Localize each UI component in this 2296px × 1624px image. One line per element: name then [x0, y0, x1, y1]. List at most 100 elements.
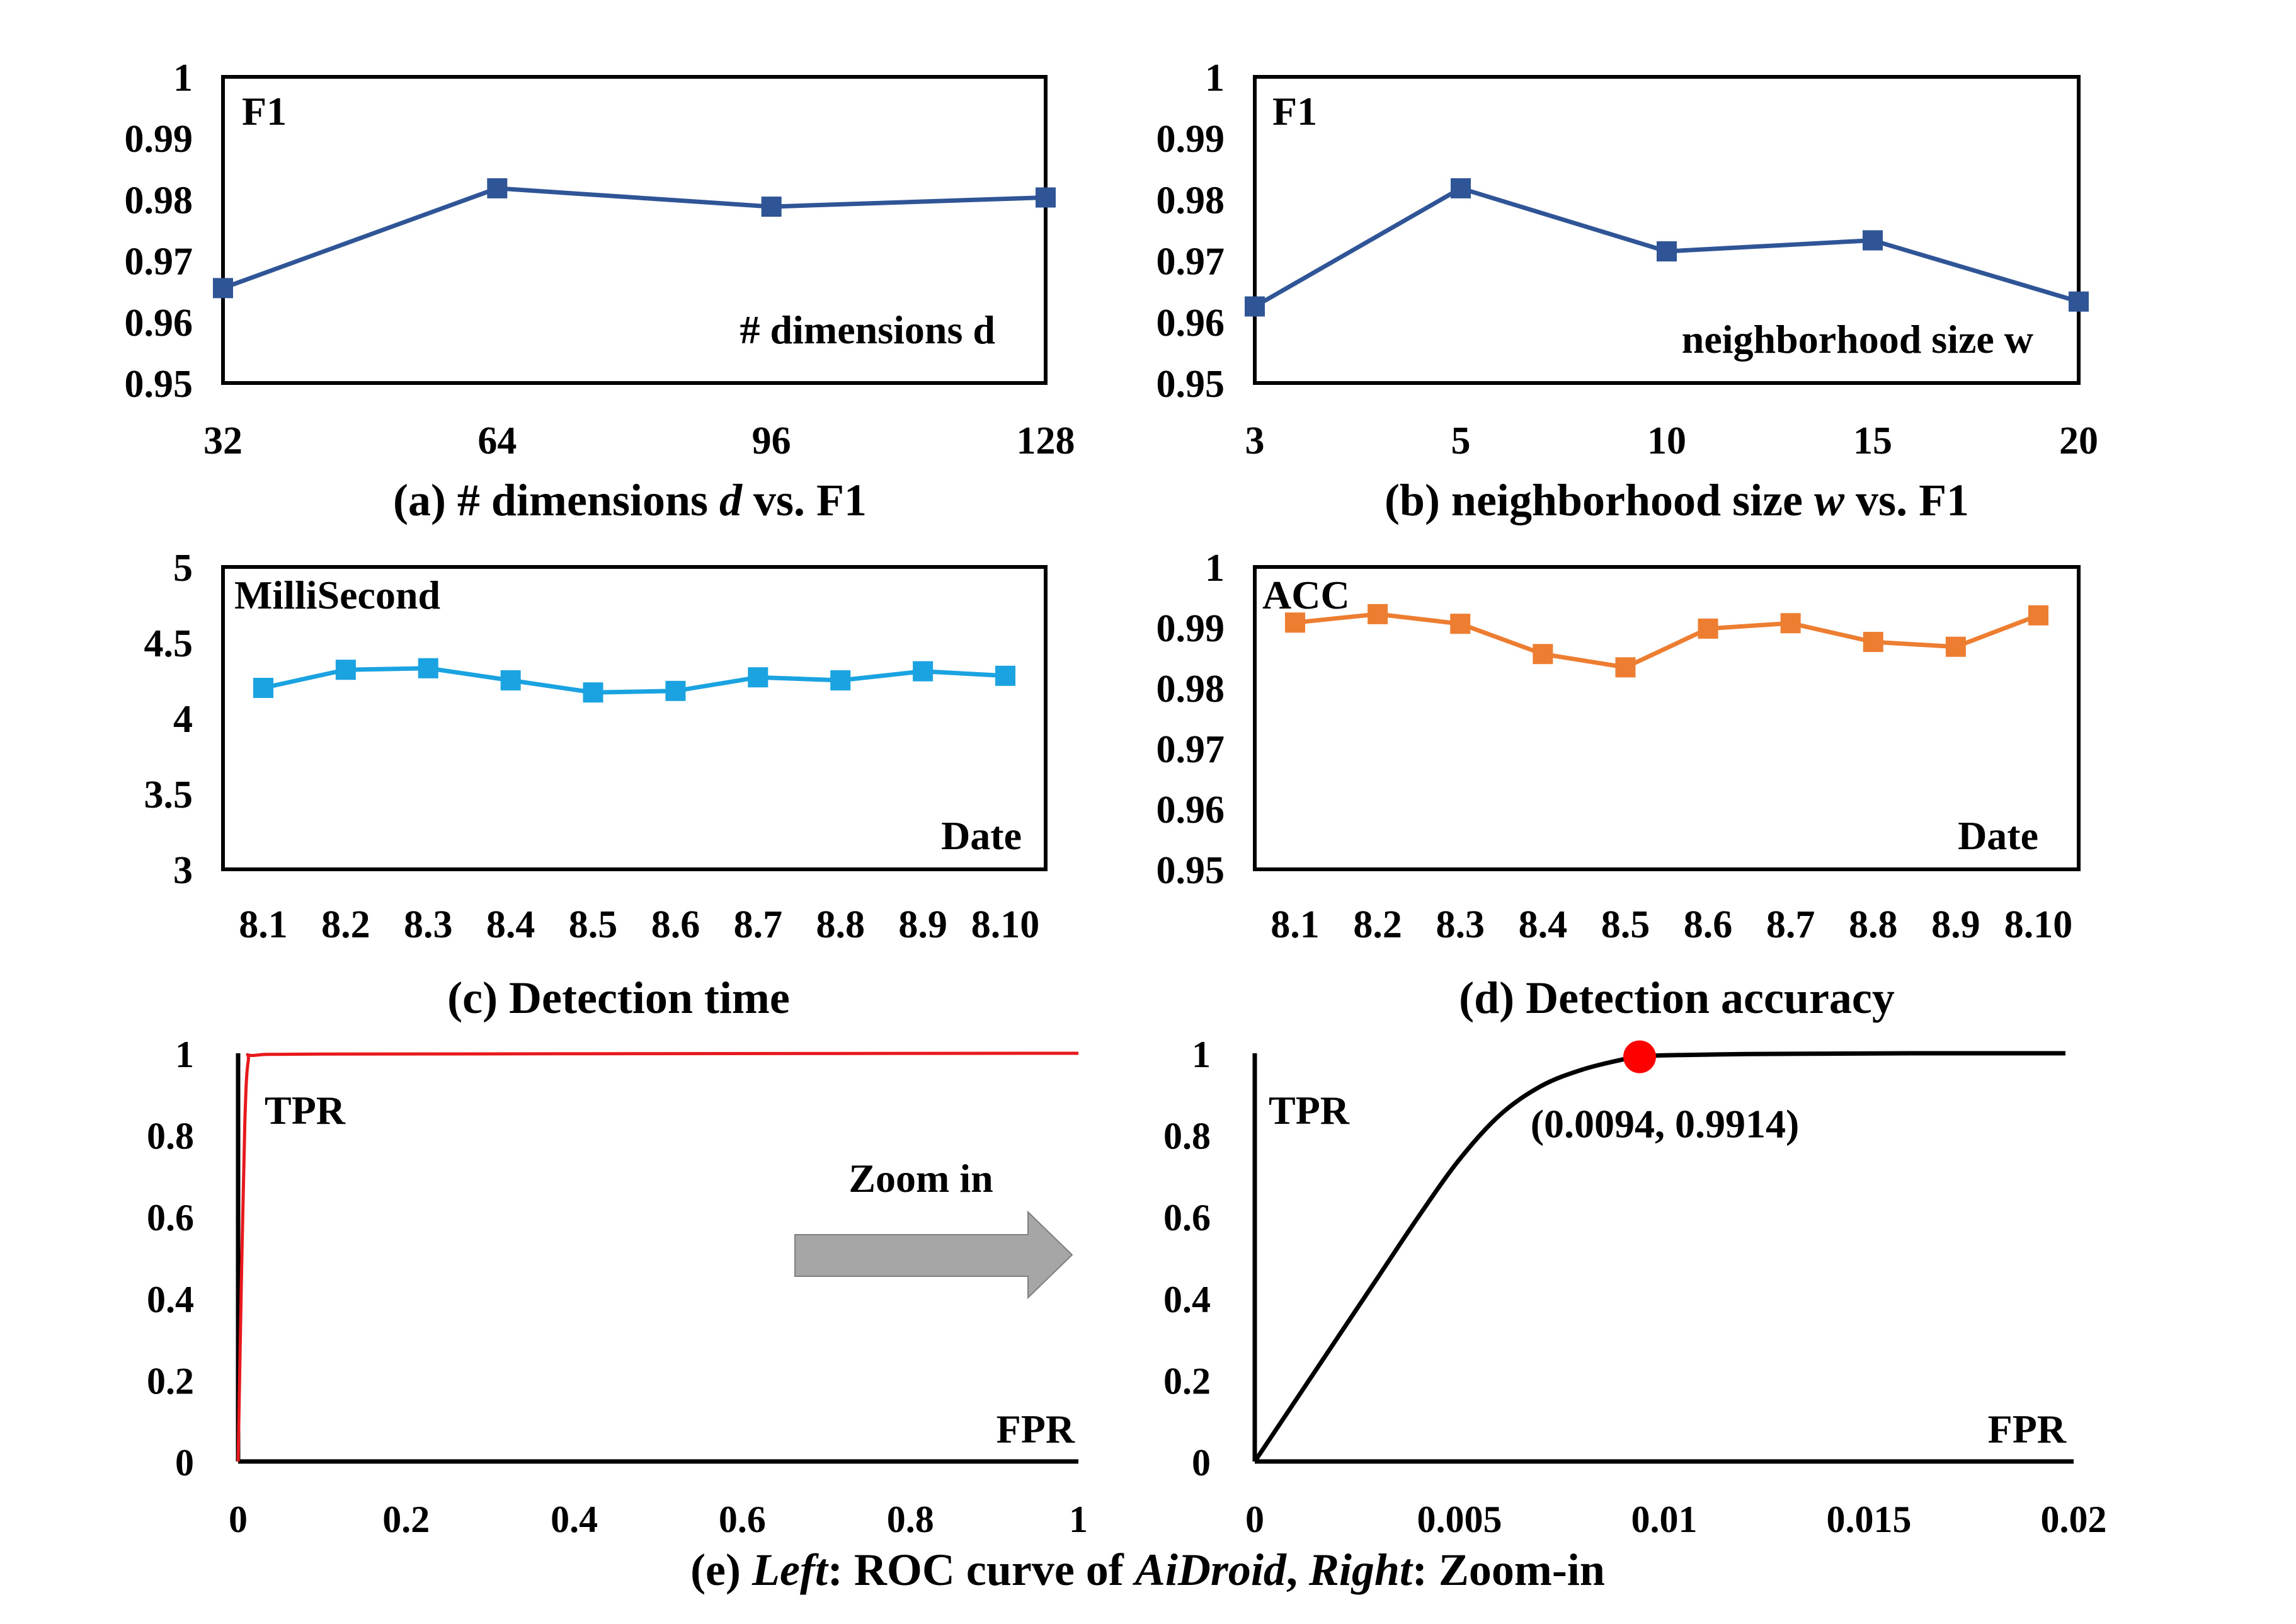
y-axis-label: MilliSecond	[234, 573, 440, 617]
y-tick-label: 5	[173, 547, 193, 590]
x-tick-label: 10	[1647, 420, 1686, 462]
panel-caption: (a) # dimensions d vs. F1	[393, 475, 867, 525]
panel-caption: (b) neighborhood size w vs. F1	[1385, 475, 1969, 525]
y-tick-label: 0	[175, 1442, 194, 1484]
x-axis-label: neighborhood size w	[1682, 317, 2033, 362]
y-tick-label: 0.95	[125, 363, 193, 406]
x-tick-label: 8.8	[816, 903, 865, 946]
x-tick-label: 8.5	[1601, 903, 1650, 946]
y-tick-label: 4	[173, 698, 193, 741]
x-tick-label: 96	[752, 420, 791, 462]
x-tick-label: 8.10	[971, 903, 1040, 946]
caption-e-left: Left	[751, 1545, 829, 1595]
data-point	[487, 178, 508, 198]
x-tick-label: 20	[2059, 420, 2098, 462]
series-line	[222, 186, 1046, 290]
y-tick-label: 0.99	[125, 118, 193, 161]
caption-e: (e) Left: ROC curve of AiDroid, Right: Z…	[690, 1545, 1605, 1595]
data-point	[761, 197, 782, 217]
data-point	[748, 667, 768, 688]
x-tick-label: 8.7	[734, 903, 783, 946]
x-tick-label: 8.8	[1849, 903, 1898, 946]
x-tick-label: 5	[1451, 420, 1471, 462]
x-tick-label: 8.5	[569, 903, 618, 946]
data-point	[1368, 603, 1388, 624]
zoom-in-label: Zoom in	[848, 1156, 993, 1201]
panel-a-dimensions-vs-f1: 0.95 0.96 0.97 0.98 0.99 1 32 64 96 128 F1 # dimens…	[125, 57, 1075, 525]
x-tick-label: 32	[203, 420, 243, 462]
data-point	[1945, 636, 1966, 657]
y-tick-label: 0.97	[1157, 728, 1225, 771]
zoom-in-arrow: Zoom in	[794, 1156, 1073, 1300]
x-tick-label: 8.3	[1436, 903, 1485, 946]
y-tick-label: 1	[1192, 1034, 1211, 1075]
data-point	[995, 665, 1015, 686]
series-line	[1294, 612, 2040, 670]
panel-c-detection-time: 3 3.5 4 4.5 5 8.1 8.2 8.3 8.4 8.5 8.6 8.7 8.8 8.9 8.10…	[144, 547, 1048, 1023]
caption-part: vs. F1	[742, 475, 867, 525]
x-tick-label: 8.1	[1271, 903, 1320, 946]
data-point	[418, 658, 438, 678]
y-tick-label: 3	[173, 849, 193, 892]
x-axis-label: FPR	[997, 1407, 1075, 1451]
panel-b-neighborhood-size-vs-f1: 0.95 0.96 0.97 0.98 0.99 1 3 5 10 15 20 F1 neighborh…	[1157, 57, 2099, 525]
x-tick-label: 8.2	[1353, 903, 1402, 946]
data-point	[1780, 613, 1801, 634]
data-point	[253, 678, 273, 698]
caption-e-mid1: : ROC curve of	[828, 1545, 1135, 1595]
caption-e-open: (e)	[690, 1545, 752, 1595]
y-axis-label: F1	[242, 89, 287, 134]
panel-d-detection-accuracy: 0.95 0.96 0.97 0.98 0.99 1 8.1 8.2 8.3 8.4 8.5 8.6 8…	[1157, 547, 2081, 1023]
data-point	[583, 682, 603, 703]
x-tick-label: 15	[1853, 420, 1892, 462]
series-line	[263, 666, 1006, 695]
y-tick-label: 0.8	[1163, 1116, 1211, 1157]
x-tick-label: 3	[1245, 420, 1265, 462]
y-tick-label: 0.96	[1157, 789, 1225, 832]
plot-frame	[1253, 565, 2081, 871]
data-point	[2028, 605, 2048, 626]
data-point	[1615, 657, 1636, 678]
x-axis-label: # dimensions d	[740, 307, 995, 352]
data-point	[830, 670, 851, 690]
data-point	[1285, 612, 1305, 633]
zoom-arrow-shape	[794, 1210, 1073, 1300]
data-point	[1698, 618, 1718, 639]
data-point	[2069, 291, 2089, 312]
y-tick-label: 0.2	[147, 1360, 194, 1402]
x-tick-label: 0.2	[382, 1499, 430, 1540]
y-tick-label: 0.98	[125, 179, 193, 222]
y-axis-label: TPR	[265, 1088, 346, 1133]
data-point	[1657, 241, 1677, 262]
data-point	[1245, 296, 1265, 317]
x-tick-label: 0.02	[2041, 1499, 2107, 1540]
y-tick-label: 0.8	[147, 1116, 194, 1157]
x-tick-label: 8.10	[2004, 903, 2073, 946]
x-tick-label: 0.01	[1631, 1499, 1698, 1540]
y-tick-label: 3.5	[144, 774, 193, 816]
y-tick-label: 0.6	[1163, 1197, 1211, 1238]
x-tick-label: 8.6	[1684, 903, 1733, 946]
caption-part: (b) neighborhood size	[1385, 475, 1814, 525]
x-axis-label: Date	[1958, 813, 2038, 858]
y-tick-label: 0.95	[1157, 849, 1225, 892]
data-point	[1451, 178, 1471, 198]
panel-e-right-roc-zoom: 0 0.2 0.4 0.6 0.8 1 0 0.005 0.01 0.015 0.02 TPR FPR (…	[1163, 1034, 2107, 1540]
y-tick-label: 1	[175, 1034, 194, 1075]
x-tick-label: 8.6	[651, 903, 700, 946]
caption-part: (a) # dimensions	[393, 475, 719, 525]
x-tick-label: 0.4	[551, 1499, 598, 1540]
y-tick-label: 0.4	[147, 1279, 194, 1320]
data-point	[213, 278, 233, 299]
caption-part: vs. F1	[1844, 475, 1969, 525]
plot-frame	[221, 565, 1048, 871]
x-tick-label: 8.7	[1766, 903, 1815, 946]
data-point	[500, 670, 521, 690]
data-point	[1863, 632, 1883, 653]
x-tick-label: 8.2	[321, 903, 370, 946]
x-tick-label: 64	[477, 420, 517, 462]
data-point	[1863, 230, 1883, 251]
y-tick-label: 0.96	[1157, 302, 1225, 345]
y-tick-label: 0.95	[1157, 363, 1225, 406]
